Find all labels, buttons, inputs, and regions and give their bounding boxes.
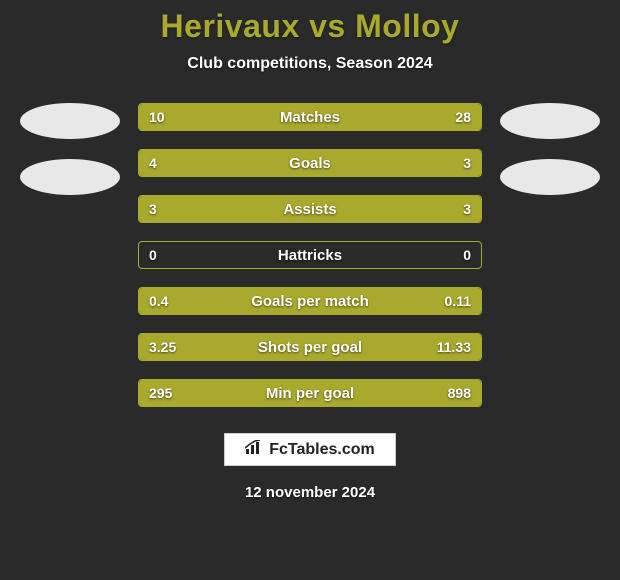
footer-date: 12 november 2024: [245, 484, 375, 501]
bar-label: Min per goal: [139, 380, 481, 406]
bar-label: Shots per goal: [139, 334, 481, 360]
main-row: Matches1028Goals43Assists33Hattricks00Go…: [0, 103, 620, 407]
footer-brand-box: FcTables.com: [224, 433, 396, 466]
bar-value-right: 3: [463, 196, 471, 222]
comparison-bars: Matches1028Goals43Assists33Hattricks00Go…: [138, 103, 482, 407]
stat-bar: Matches10 28: [138, 103, 482, 131]
bar-value-right: 898: [448, 380, 471, 406]
bar-value-left: 0: [149, 242, 157, 268]
bar-value-left: 295: [149, 380, 172, 406]
stat-bar: Goals4 3: [138, 149, 482, 177]
bar-value-left: 10: [149, 104, 165, 130]
stat-bar: Assists3 3: [138, 195, 482, 223]
bar-label: Goals per match: [139, 288, 481, 314]
avatar-col-left: [20, 103, 120, 195]
bar-value-right: 0.11: [445, 288, 471, 314]
comparison-infographic: Herivaux vs Molloy Club competitions, Se…: [0, 0, 620, 580]
bar-value-right: 3: [463, 150, 471, 176]
page-title: Herivaux vs Molloy: [161, 8, 460, 45]
bar-value-right: 28: [455, 104, 471, 130]
stat-bar: Min per goal295 898: [138, 379, 482, 407]
footer-brand-text: FcTables.com: [269, 441, 375, 459]
player-right-avatar-2: [500, 159, 600, 195]
avatar-col-right: [500, 103, 600, 195]
bar-value-right: 0: [463, 242, 471, 268]
bar-label: Goals: [139, 150, 481, 176]
bar-value-left: 0.4: [149, 288, 168, 314]
stat-bar: Shots per goal3.25 11.33: [138, 333, 482, 361]
subtitle: Club competitions, Season 2024: [187, 55, 432, 73]
bar-value-right: 11.33: [437, 334, 471, 360]
player-right-avatar-1: [500, 103, 600, 139]
bar-value-left: 3.25: [149, 334, 176, 360]
chart-icon: [245, 440, 263, 459]
player-left-avatar-1: [20, 103, 120, 139]
bar-label: Matches: [139, 104, 481, 130]
bar-value-left: 4: [149, 150, 157, 176]
stat-bar: Goals per match0.4 0.11: [138, 287, 482, 315]
stat-bar: Hattricks0 0: [138, 241, 482, 269]
bar-label: Hattricks: [139, 242, 481, 268]
bar-label: Assists: [139, 196, 481, 222]
player-left-avatar-2: [20, 159, 120, 195]
bar-value-left: 3: [149, 196, 157, 222]
